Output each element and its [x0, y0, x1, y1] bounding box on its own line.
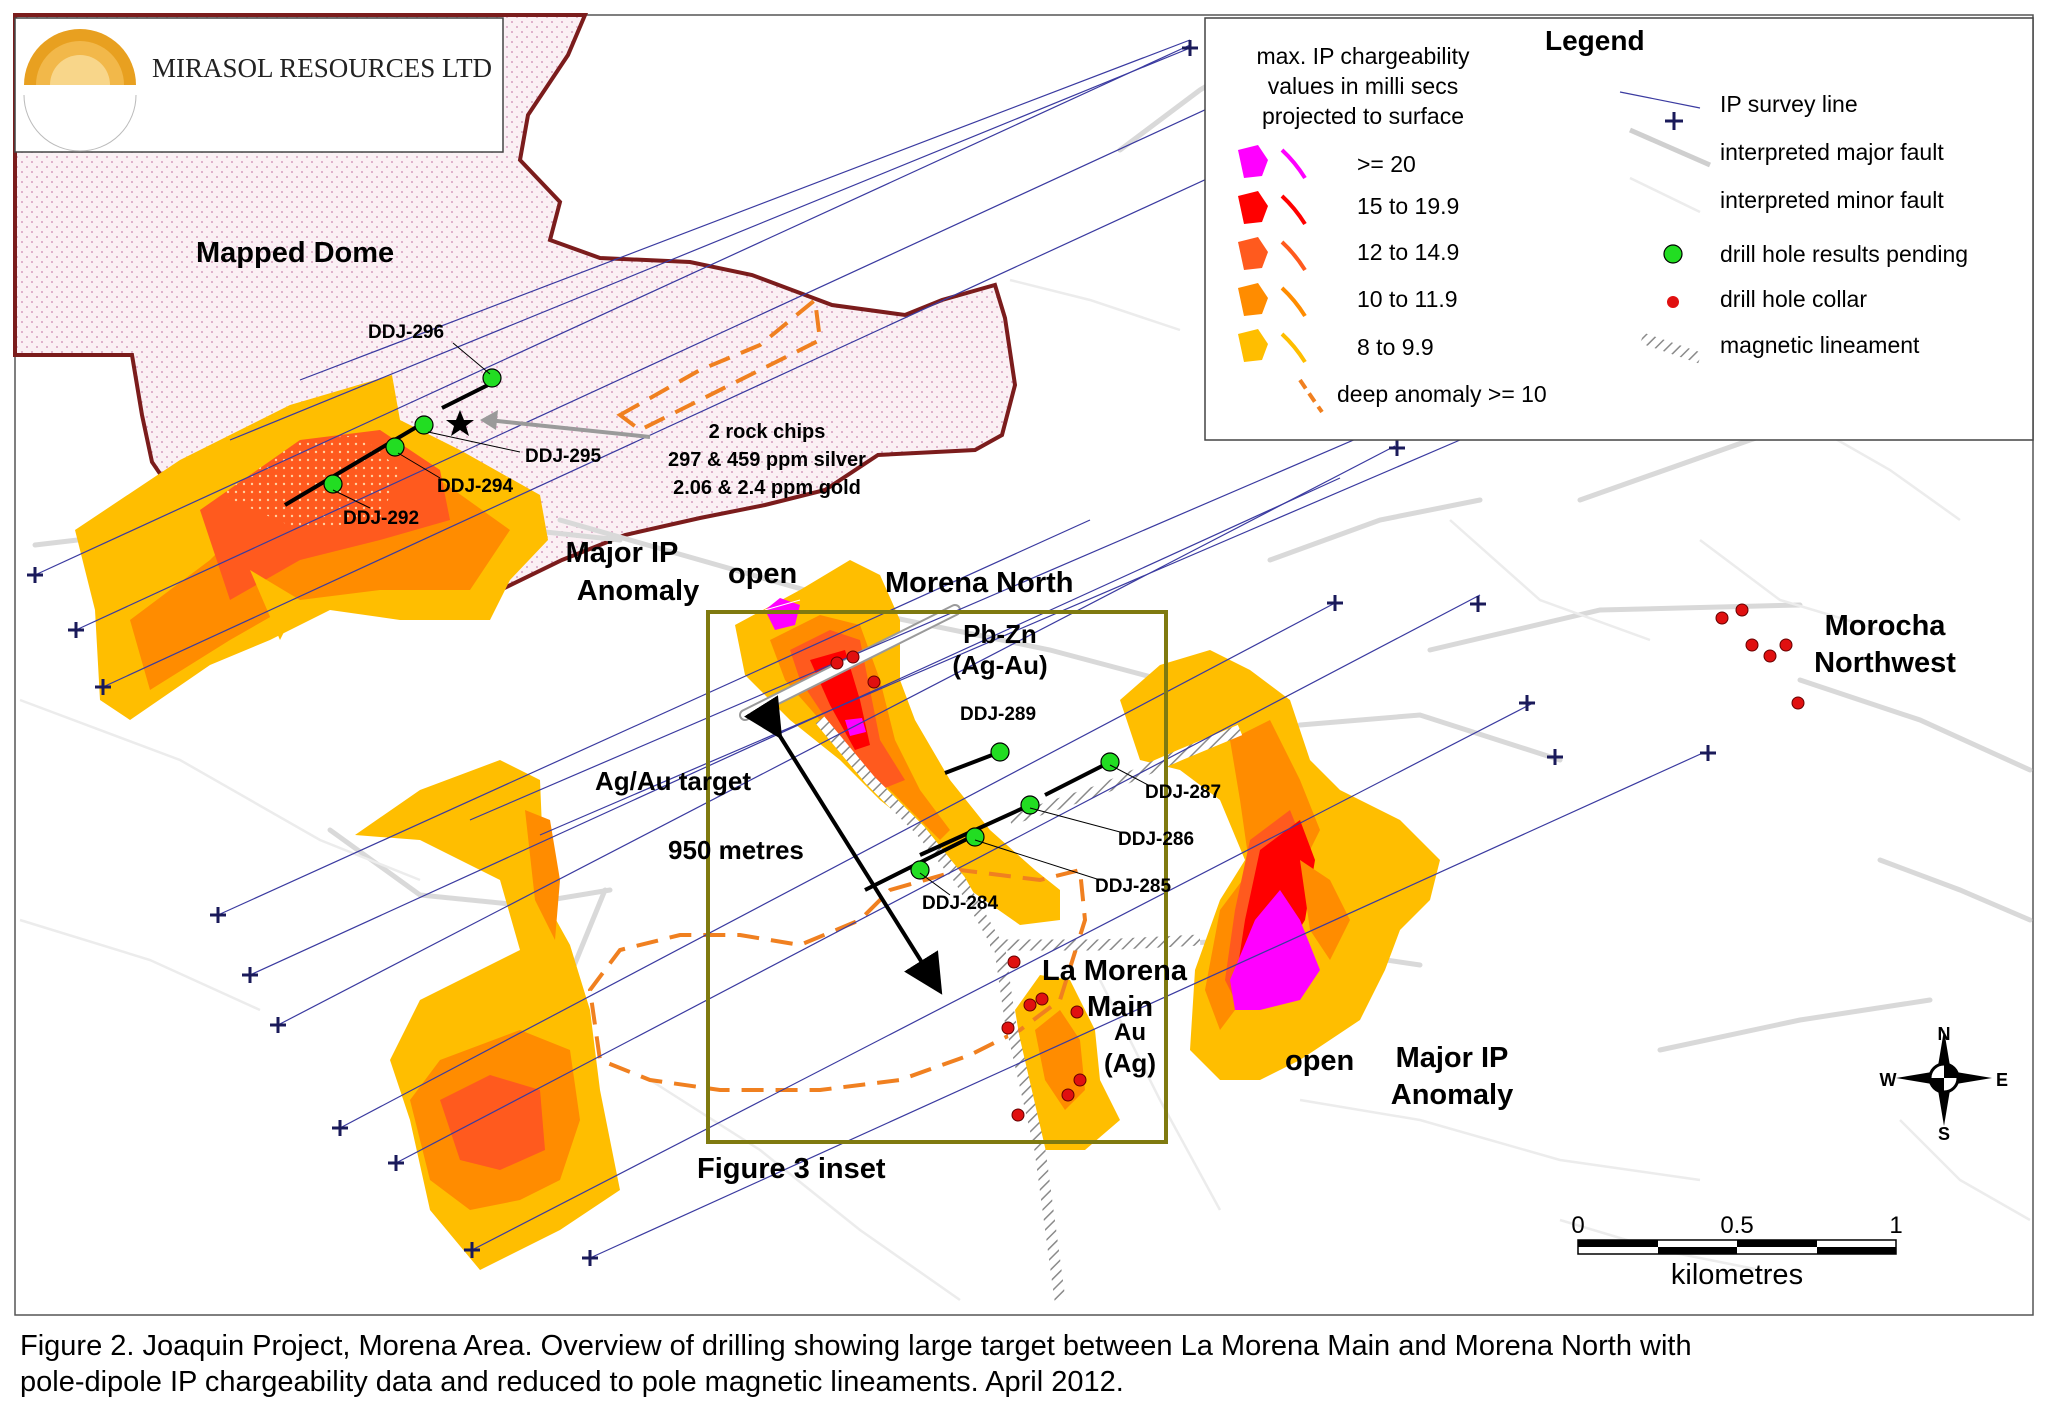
- svg-text:N: N: [1938, 1024, 1951, 1044]
- figure3-inset-box: [706, 610, 1168, 1144]
- legend-swatch: [1238, 191, 1268, 224]
- deep-anomaly-outlines: [587, 296, 1088, 1092]
- rock-chips-line2: 297 & 459 ppm silver: [668, 449, 866, 471]
- morocha-label-2: Northwest: [1814, 647, 1956, 679]
- drill-label: DDJ-296: [368, 322, 444, 343]
- au-ag-label-2: (Ag): [1104, 1048, 1156, 1078]
- morena-north-label: Morena North: [885, 567, 1074, 599]
- legend-collar-label: drill hole collar: [1720, 286, 1867, 312]
- legend-deep-swatch: [1298, 378, 1324, 414]
- mapped-dome-label: Mapped Dome: [196, 237, 394, 269]
- legend-class-label: 12 to 14.9: [1357, 239, 1459, 265]
- scale-tick-half: 0.5: [1720, 1212, 1753, 1239]
- legend-survey-label: IP survey line: [1720, 91, 1858, 117]
- drill-label: DDJ-295: [525, 446, 601, 467]
- label-leaders: [332, 342, 1151, 896]
- drill-label: DDJ-287: [1145, 782, 1221, 803]
- legend-class-label: 8 to 9.9: [1357, 334, 1434, 360]
- company-logo: MIRASOL RESOURCES LTD: [14, 17, 504, 153]
- legend-minor-fault-label: interpreted minor fault: [1720, 187, 1944, 213]
- scale-bar: 0 0.5 1 kilometres: [1571, 1212, 1902, 1291]
- legend-class-label: 10 to 11.9: [1357, 286, 1458, 312]
- compass-rose-icon: N S W E: [1880, 1024, 2009, 1144]
- scale-unit: kilometres: [1671, 1259, 1803, 1291]
- major-ip-left-2: Anomaly: [577, 575, 699, 607]
- scale-tick-1: 1: [1889, 1212, 1902, 1239]
- legend-charge-title-2: values in milli secs: [1268, 73, 1458, 99]
- ip-survey-markers: [27, 40, 1716, 1266]
- drill-label: DDJ-292: [343, 508, 419, 529]
- legend-pending-icon: [1663, 244, 1683, 264]
- scale-tick-0: 0: [1571, 1212, 1584, 1239]
- company-name: MIRASOL RESOURCES LTD: [152, 53, 492, 83]
- legend-magnetic-icon: [1640, 332, 1702, 364]
- ag-au-target-label: Ag/Au target: [595, 766, 751, 796]
- legend-charge-title-3: projected to surface: [1262, 103, 1464, 129]
- pbzn-label-2: (Ag-Au): [952, 650, 1047, 680]
- rock-chip-arrow: [487, 418, 651, 439]
- open-right-label: open: [1285, 1045, 1354, 1077]
- drill-label: DDJ-284: [922, 893, 998, 914]
- caption-line-1: Figure 2. Joaquin Project, Morena Area. …: [20, 1330, 1692, 1362]
- drill-label: DDJ-289: [960, 704, 1036, 725]
- legend: Legend max. IP chargeability values in m…: [1204, 17, 2034, 441]
- distance-arrow: [744, 695, 943, 995]
- major-ip-right-2: Anomaly: [1391, 1079, 1513, 1111]
- legend-swatch: [1238, 329, 1268, 362]
- rock-chip-star: [446, 410, 474, 436]
- svg-text:W: W: [1880, 1070, 1897, 1090]
- legend-collar-icon: [1667, 296, 1679, 308]
- la-morena-label-1: La Morena: [1042, 955, 1188, 987]
- legend-class-label: 15 to 19.9: [1357, 193, 1459, 219]
- morocha-label-1: Morocha: [1825, 610, 1947, 642]
- distance-label: 950 metres: [668, 835, 804, 865]
- legend-title: Legend: [1545, 25, 1645, 56]
- drill-label: DDJ-285: [1095, 876, 1171, 897]
- drill-label: DDJ-286: [1118, 829, 1194, 850]
- legend-class-label: >= 20: [1357, 151, 1416, 177]
- legend-deep-label: deep anomaly >= 10: [1337, 381, 1547, 407]
- legend-swatch: [1238, 237, 1268, 270]
- pbzn-label-1: Pb-Zn: [963, 619, 1037, 649]
- legend-major-fault-label: interpreted major fault: [1720, 139, 1944, 165]
- legend-swatch: [1238, 283, 1268, 316]
- legend-magnetic-label: magnetic lineament: [1720, 332, 1920, 358]
- open-left-label: open: [728, 558, 797, 590]
- legend-pending-label: drill hole results pending: [1720, 241, 1968, 267]
- drill-label: DDJ-294: [437, 476, 513, 497]
- svg-text:S: S: [1938, 1124, 1950, 1144]
- figure-caption: Figure 2. Joaquin Project, Morena Area. …: [20, 1328, 2010, 1400]
- legend-survey-icon: [1665, 112, 1683, 130]
- svg-text:E: E: [1996, 1070, 2008, 1090]
- legend-swatch: [1238, 145, 1268, 178]
- caption-line-2: pole-dipole IP chargeability data and re…: [20, 1366, 1124, 1398]
- drill-collars: [830, 603, 1805, 1122]
- major-ip-right-1: Major IP: [1396, 1042, 1509, 1074]
- legend-charge-title-1: max. IP chargeability: [1256, 43, 1470, 69]
- au-ag-label-1: Au: [1114, 1019, 1146, 1046]
- rock-chips-line1: 2 rock chips: [709, 421, 826, 443]
- figure3-inset-label: Figure 3 inset: [697, 1153, 886, 1185]
- major-ip-left-1: Major IP: [566, 537, 679, 569]
- rock-chips-line3: 2.06 & 2.4 ppm gold: [673, 477, 861, 499]
- la-morena-label-2: Main: [1087, 991, 1153, 1023]
- ip-anomalies: [75, 375, 1440, 1270]
